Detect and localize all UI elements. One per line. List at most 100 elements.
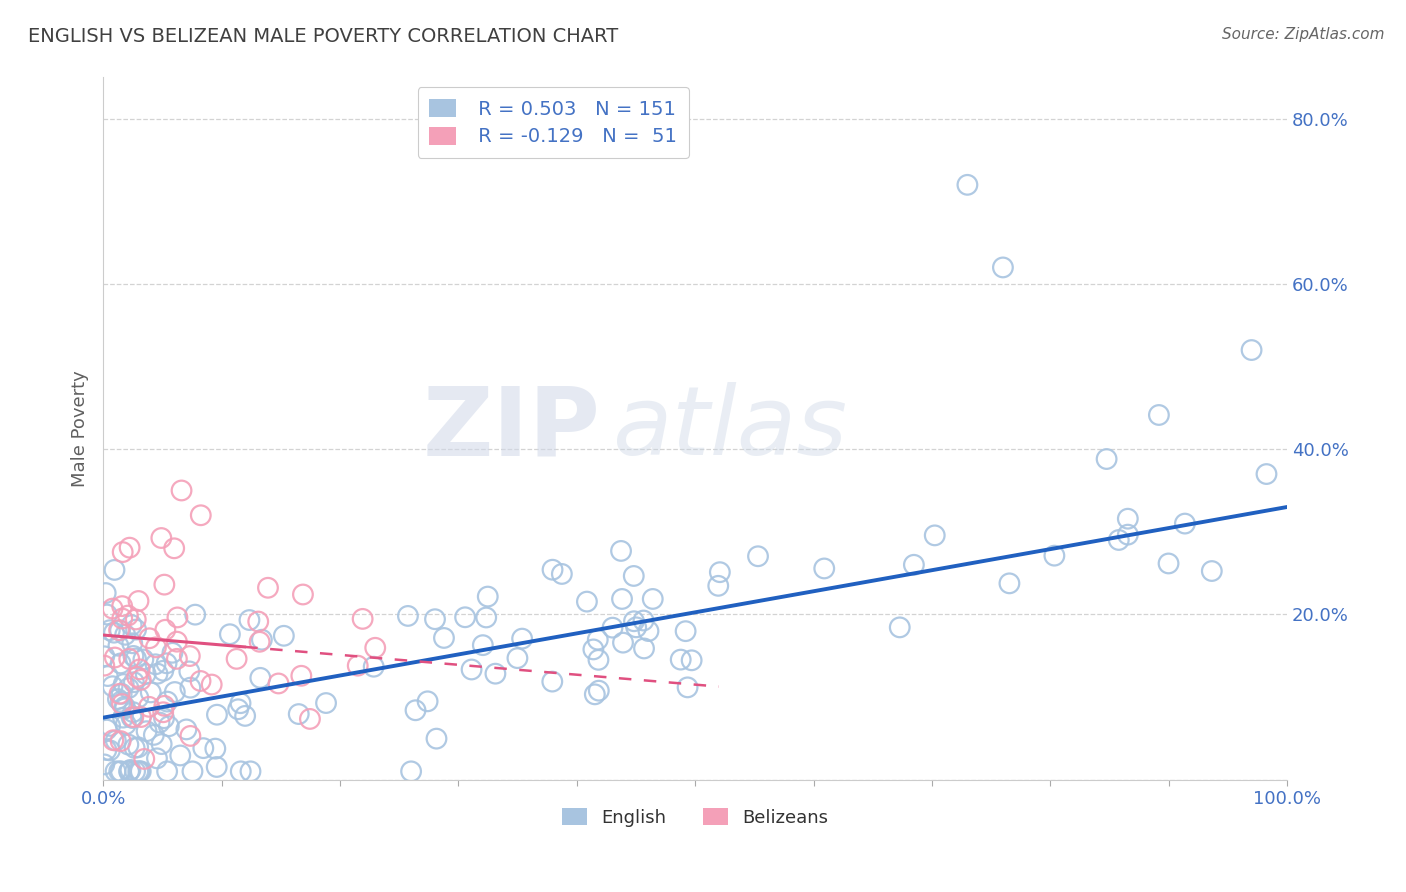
Point bbox=[93, 658, 115, 673]
Point bbox=[1043, 549, 1066, 563]
Point bbox=[460, 663, 482, 677]
Point bbox=[454, 610, 477, 624]
Point bbox=[1095, 452, 1118, 467]
Point bbox=[121, 618, 143, 632]
Point bbox=[166, 610, 188, 624]
Point bbox=[97, 669, 120, 683]
Point bbox=[104, 733, 127, 747]
Point bbox=[541, 563, 564, 577]
Point bbox=[114, 699, 136, 714]
Point bbox=[124, 740, 146, 755]
Point bbox=[111, 687, 134, 701]
Point bbox=[541, 674, 564, 689]
Point bbox=[107, 639, 129, 653]
Point bbox=[506, 651, 529, 665]
Point bbox=[112, 677, 135, 691]
Point bbox=[287, 707, 309, 722]
Point bbox=[128, 662, 150, 676]
Point bbox=[588, 653, 610, 667]
Point bbox=[110, 695, 132, 709]
Point bbox=[127, 690, 149, 705]
Point bbox=[433, 631, 456, 645]
Point bbox=[201, 677, 224, 691]
Point bbox=[290, 669, 312, 683]
Point bbox=[364, 640, 387, 655]
Point bbox=[134, 752, 156, 766]
Point bbox=[190, 508, 212, 523]
Point bbox=[104, 650, 127, 665]
Point bbox=[128, 764, 150, 779]
Point bbox=[145, 657, 167, 672]
Point bbox=[111, 599, 134, 613]
Point bbox=[146, 751, 169, 765]
Point bbox=[153, 698, 176, 713]
Point bbox=[111, 545, 134, 559]
Point bbox=[298, 712, 321, 726]
Point bbox=[129, 673, 152, 687]
Point bbox=[142, 728, 165, 742]
Point bbox=[108, 687, 131, 701]
Point bbox=[127, 764, 149, 779]
Point bbox=[179, 665, 201, 679]
Point bbox=[610, 591, 633, 606]
Point bbox=[101, 601, 124, 615]
Point bbox=[176, 723, 198, 737]
Point bbox=[602, 621, 624, 635]
Point bbox=[111, 697, 134, 711]
Point bbox=[129, 764, 152, 779]
Point bbox=[170, 483, 193, 498]
Point bbox=[153, 711, 176, 725]
Point bbox=[145, 640, 167, 655]
Point bbox=[115, 717, 138, 731]
Point bbox=[114, 628, 136, 642]
Point bbox=[991, 260, 1014, 275]
Point bbox=[96, 743, 118, 757]
Point bbox=[363, 659, 385, 673]
Point bbox=[624, 620, 647, 634]
Text: Source: ZipAtlas.com: Source: ZipAtlas.com bbox=[1222, 27, 1385, 42]
Point bbox=[510, 632, 533, 646]
Point bbox=[273, 629, 295, 643]
Point bbox=[138, 632, 160, 646]
Point bbox=[813, 561, 835, 575]
Point bbox=[129, 710, 152, 724]
Point bbox=[623, 569, 645, 583]
Point bbox=[127, 670, 149, 684]
Point bbox=[226, 702, 249, 716]
Point bbox=[125, 651, 148, 665]
Point bbox=[1240, 343, 1263, 357]
Point bbox=[114, 701, 136, 715]
Point bbox=[152, 664, 174, 678]
Point bbox=[163, 685, 186, 699]
Point bbox=[229, 764, 252, 779]
Point bbox=[205, 707, 228, 722]
Point bbox=[110, 764, 132, 779]
Point bbox=[93, 649, 115, 664]
Point bbox=[110, 657, 132, 671]
Point bbox=[108, 624, 131, 638]
Point bbox=[96, 723, 118, 737]
Point bbox=[98, 719, 121, 733]
Point bbox=[1256, 467, 1278, 481]
Point bbox=[101, 679, 124, 693]
Point bbox=[669, 652, 692, 666]
Point bbox=[179, 648, 201, 663]
Point bbox=[93, 757, 115, 772]
Point bbox=[166, 652, 188, 666]
Point bbox=[637, 624, 659, 638]
Point bbox=[132, 652, 155, 666]
Y-axis label: Male Poverty: Male Poverty bbox=[72, 370, 89, 487]
Point bbox=[190, 673, 212, 688]
Point bbox=[239, 764, 262, 779]
Point bbox=[118, 764, 141, 779]
Point bbox=[96, 607, 118, 622]
Point bbox=[139, 685, 162, 699]
Point bbox=[110, 734, 132, 748]
Point bbox=[225, 652, 247, 666]
Point bbox=[205, 760, 228, 774]
Point bbox=[135, 667, 157, 681]
Point bbox=[250, 632, 273, 647]
Point bbox=[179, 729, 201, 743]
Point bbox=[707, 579, 730, 593]
Point bbox=[709, 565, 731, 579]
